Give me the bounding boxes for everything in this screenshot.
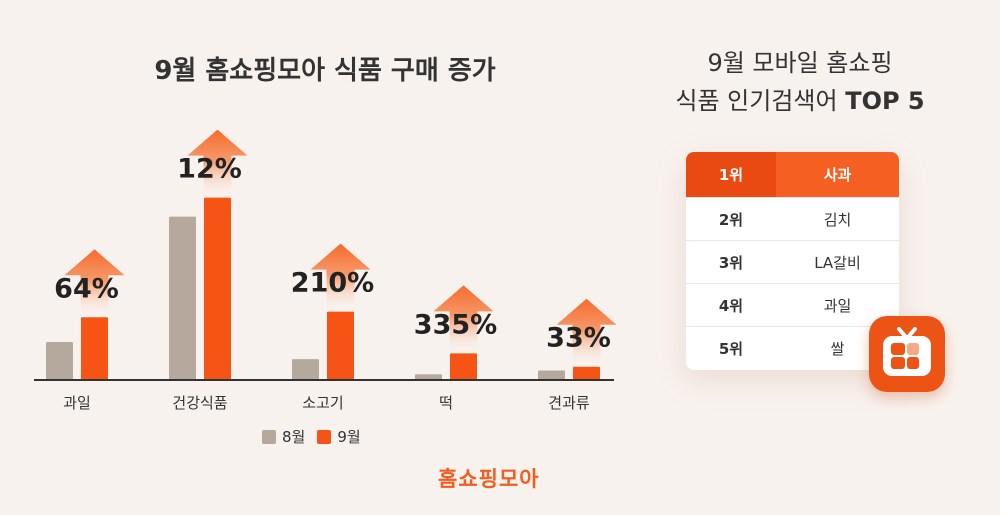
ranking-row: 4위 과일 [686,284,899,327]
growth-label-2: 210% [291,268,374,299]
growth-label-4: 33% [546,323,611,354]
bar-sep-0 [81,317,108,380]
ranking-rank: 1위 [686,152,776,197]
legend-item-sep: 9월 [317,426,361,447]
bar-sep-3 [450,353,477,380]
bar-sep-4 [573,366,600,380]
ranking-title-line1: 9월 모바일 홈쇼핑 [707,49,893,77]
growth-label-3: 335% [414,309,497,340]
bar-chart: 64% 과일 12% 건강식품 210% 소고기 335% 떡 33% 견과류 [34,129,617,412]
legend-item-aug: 8월 [262,426,305,447]
ranking-item: 김치 [823,210,852,229]
growth-label-0: 64% [54,273,119,304]
category-label-4: 견과류 [548,394,590,412]
ranking-row: 3위 LA갈비 [686,241,899,284]
ranking-item: 과일 [823,296,852,315]
bar-aug-1 [169,216,196,380]
tv-icon-graphic [883,327,931,376]
ranking-row: 5위 쌀 [686,327,899,370]
category-label-1: 건강식품 [172,394,227,412]
ranking-item: 사과 [776,152,899,197]
ranking-row: 1위 사과 [686,152,899,198]
ranking-row: 2위 김치 [686,198,899,241]
bar-aug-3 [415,374,442,380]
bar-aug-2 [292,359,319,380]
legend-swatch-sep [317,429,332,444]
growth-arrow-3 [433,285,494,354]
bar-aug-4 [538,370,565,380]
growth-label-1: 12% [177,154,242,185]
bar-aug-0 [46,342,73,380]
category-label-3: 떡 [439,394,453,412]
chart-title: 9월 홈쇼핑모아 식품 구매 증가 [154,56,496,86]
legend-swatch-aug [262,429,276,444]
brand-logo-text: 홈쇼핑모아 [438,467,540,491]
legend-label-sep: 9월 [337,428,361,446]
ranking-title-prefix: 식품 인기검색어 [675,87,838,115]
ranking-card: 1위 사과 2위 김치 3위 LA갈비 4위 과일 5위 쌀 [686,152,899,370]
ranking-item: LA갈비 [814,253,861,272]
bar-sep-2 [327,311,354,380]
ranking-title-line2: 식품 인기검색어 TOP 5 [640,82,960,120]
ranking-item: 쌀 [830,340,845,358]
ranking-title-top5: TOP 5 [845,87,925,115]
growth-arrow-2 [310,243,371,312]
category-label-2: 소고기 [302,394,343,412]
ranking-rank: 4위 [718,296,744,315]
ranking-rank: 3위 [718,253,744,272]
ranking-rank: 2위 [718,210,744,229]
category-label-0: 과일 [63,394,91,412]
growth-arrow-1 [187,129,248,198]
tv-icon [869,316,945,392]
bar-sep-1 [204,197,231,380]
ranking-title: 9월 모바일 홈쇼핑 식품 인기검색어 TOP 5 [640,44,960,120]
chart-legend: 8월 9월 [262,426,361,447]
growth-arrow-4 [556,298,617,367]
growth-arrow-0 [64,249,125,318]
legend-label-aug: 8월 [282,428,306,446]
ranking-rank: 5위 [718,340,744,358]
